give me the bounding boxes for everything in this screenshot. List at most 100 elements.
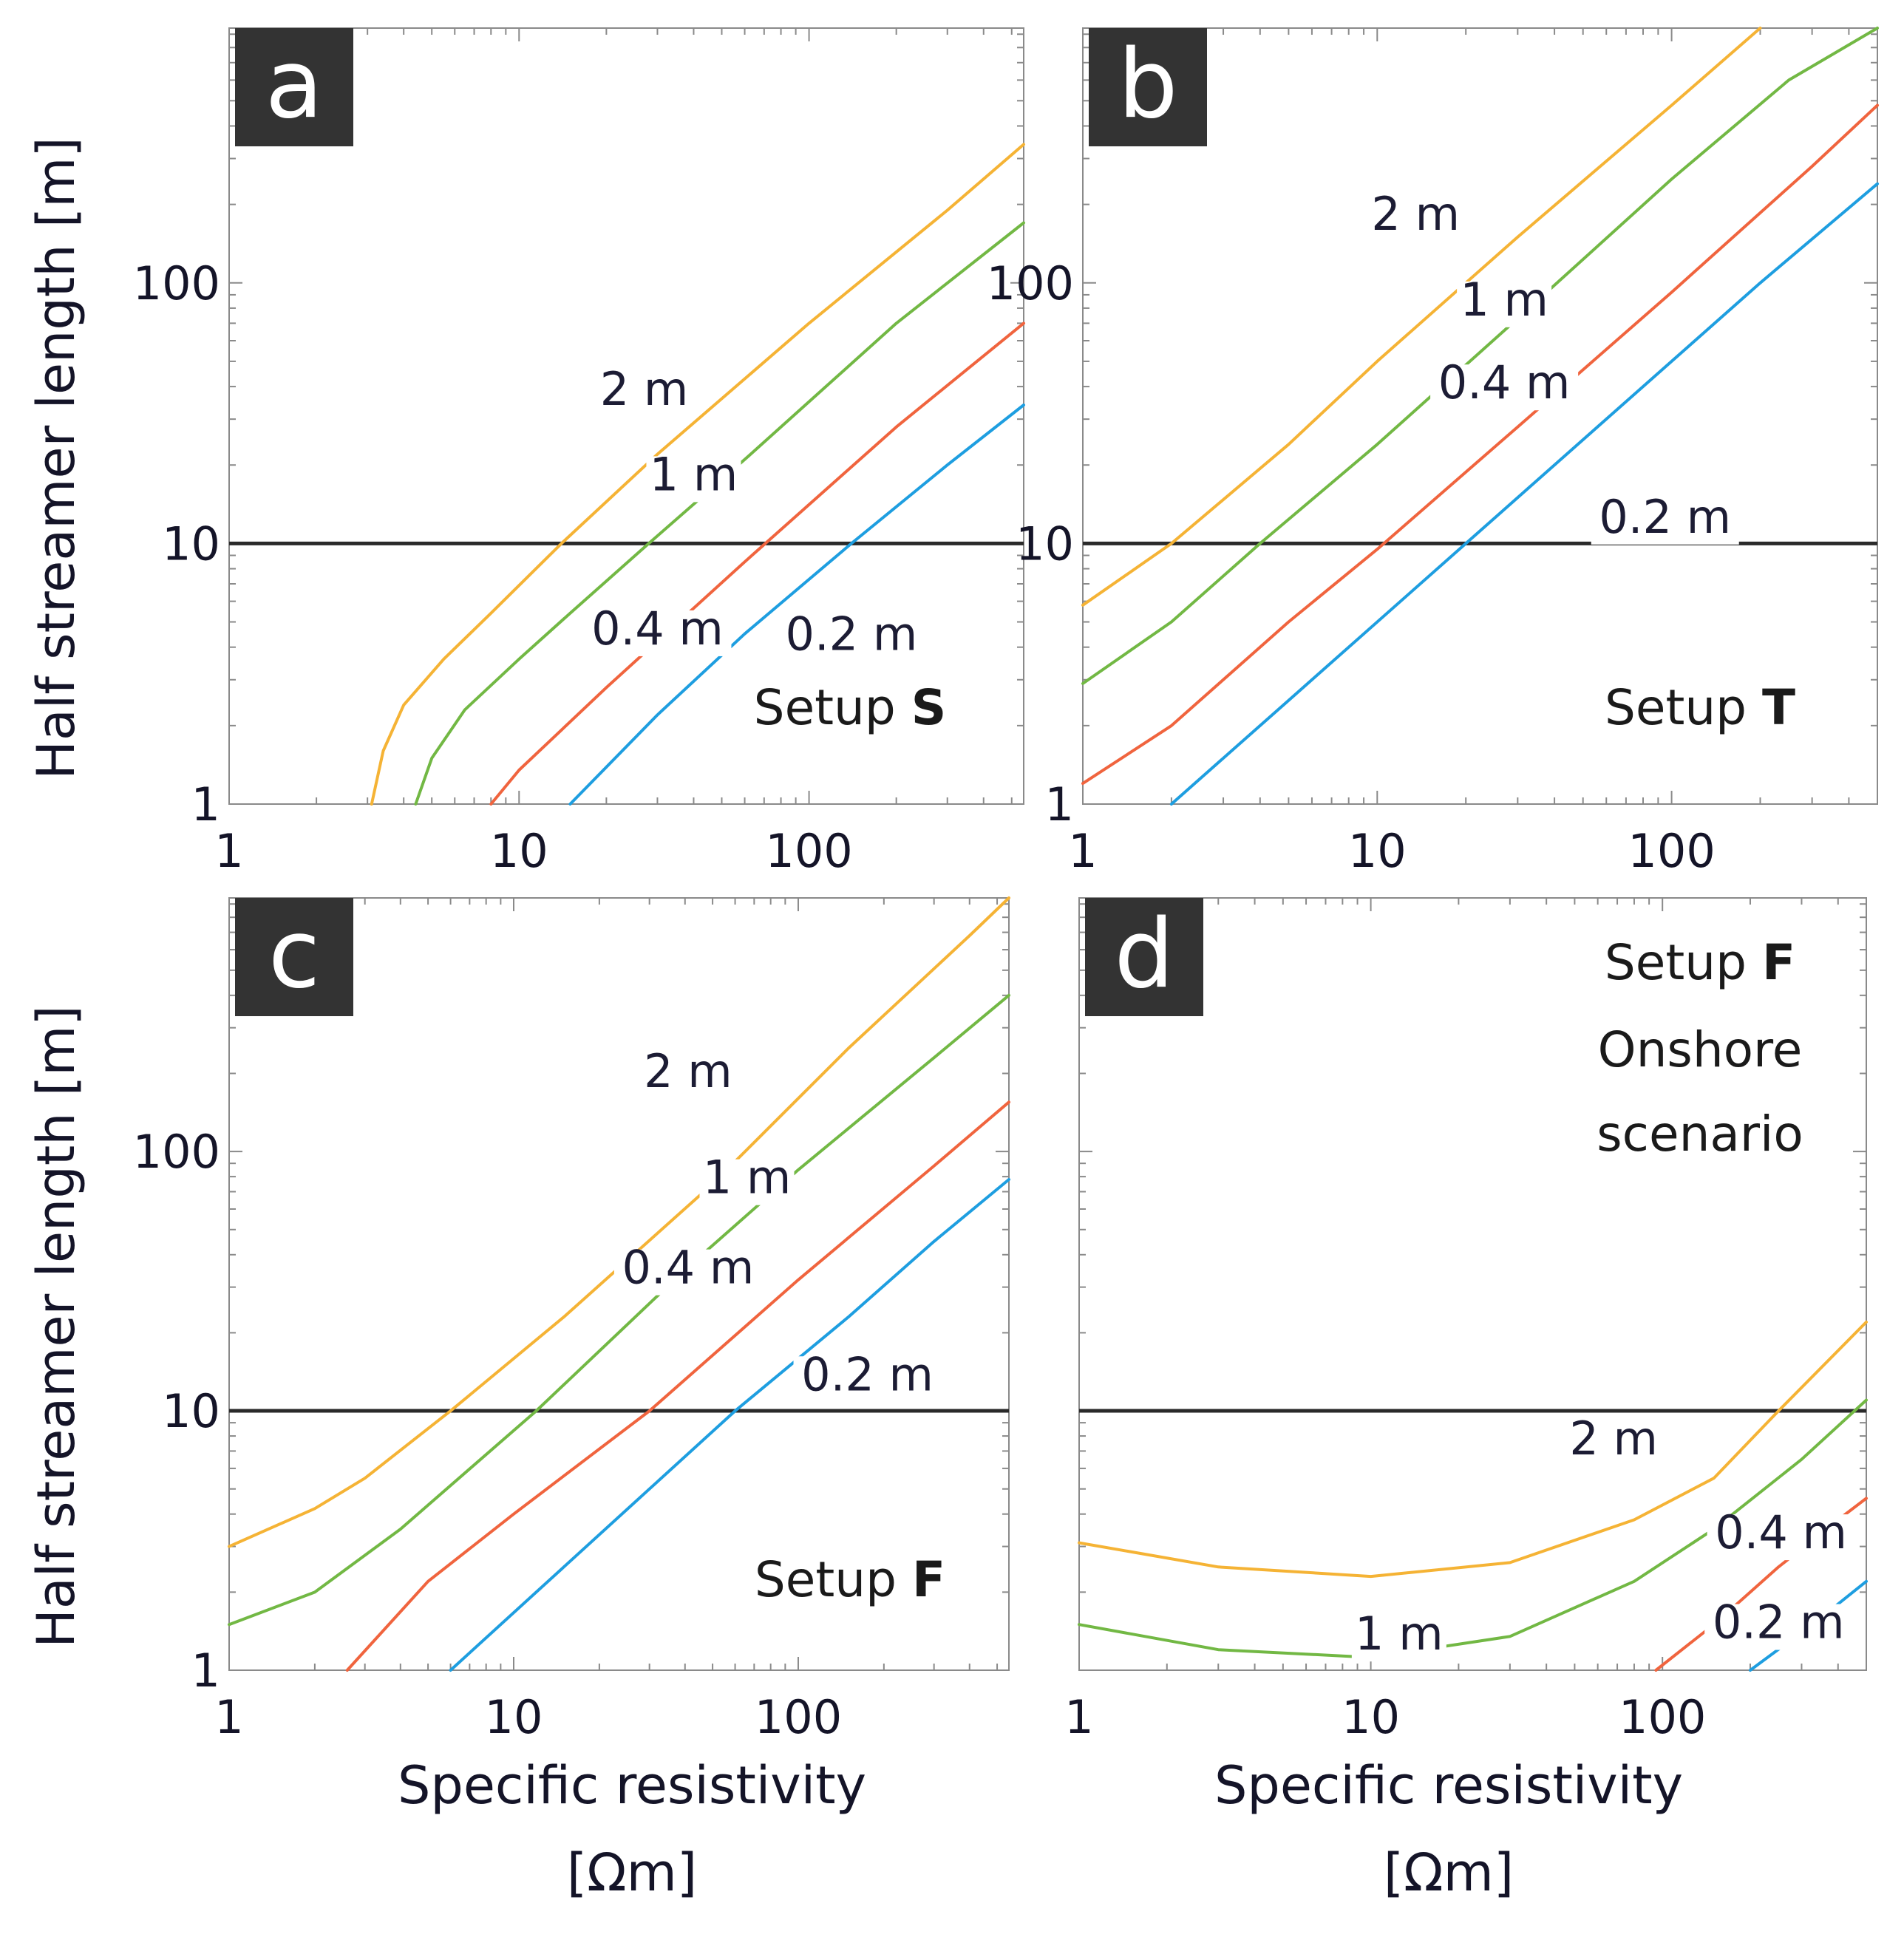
annotation-line3-d: scenario [1597,1106,1803,1162]
curve-c-04m [345,1100,1010,1672]
x-tick-label-a: 10 [490,824,548,878]
curve-c-2m [228,896,1010,1548]
curve-label-backing [777,616,925,662]
y-tick-label-c: 100 [133,1125,220,1179]
setup-word: Setup [1605,679,1747,736]
panel-letter-a: a [265,30,323,140]
y-axis-title-bottom: Half streamer length [m] [26,1005,86,1647]
y-tick-label-c: 10 [162,1384,220,1438]
x-axis-title-right-line1: Specific resistivity [1214,1755,1683,1816]
curve-c-1m [228,993,1010,1627]
y-tick-label-b: 100 [987,256,1074,310]
curve-label-c-02m: 0.2 m [801,1347,934,1401]
panel-d: 1 10 100 2 m 1 m 0.4 m 0.2 m d Setup F Onshore sce… [1064,897,1868,1744]
curve-d-04m [1654,1497,1868,1672]
x-axis-title-left-line2: [Ωm] [567,1842,697,1903]
curve-label-c-04m: 0.4 m [622,1241,755,1295]
x-tick-label-d: 10 [1342,1690,1400,1744]
curve-label-backing [1430,364,1579,411]
x-tick-label-b: 100 [1628,824,1715,878]
x-tick-label-d: 100 [1619,1690,1706,1744]
curve-label-a-02m: 0.2 m [786,607,918,661]
curve-a-2m [370,143,1025,806]
setup-space [897,1551,912,1608]
setup-space [896,679,911,736]
curve-label-backing [1591,498,1739,545]
curve-label-b-02m: 0.2 m [1599,490,1731,544]
setup-letter: F [1762,934,1795,991]
curve-d-1m [1078,1398,1868,1659]
curve-a-1m [414,221,1025,806]
x-tick-label-b: 10 [1348,824,1407,878]
curve-label-backing [793,1356,942,1403]
panel-badge-c [235,898,353,1016]
curve-label-d-2m: 2 m [1569,1412,1658,1465]
setup-word: Setup [755,1551,897,1608]
setup-space [1747,934,1762,991]
y-tick-label-b: 1 [1045,777,1074,831]
curve-label-backing [1457,281,1552,327]
y-tick-label-b: 10 [1016,517,1074,571]
curve-label-a-2m: 2 m [600,362,689,416]
y-tick-label-a: 1 [191,777,220,831]
setup-letter: F [912,1551,945,1608]
curve-label-backing [646,456,741,503]
y-tick-label-c: 1 [191,1644,220,1698]
x-tick-label-c: 10 [485,1690,543,1744]
curve-label-backing [1368,195,1463,242]
y-axis-title-top: Half streamer length [m] [26,137,86,779]
curve-label-backing [640,1053,735,1100]
panel-letter-c: c [268,899,320,1010]
setup-word: Setup [1605,934,1747,991]
x-tick-label-a: 1 [214,824,243,878]
curve-label-b-1m: 1 m [1460,273,1548,327]
curve-b-04m [1081,103,1879,786]
curve-label-backing [1704,1604,1853,1650]
x-tick-label-c: 100 [755,1690,842,1744]
curve-b-02m [1169,182,1879,806]
setup-annotation-d: Setup F [1605,934,1795,991]
setup-annotation-a: Setup S [754,679,947,736]
curve-a-02m [568,404,1025,806]
curve-label-b-04m: 0.4 m [1438,355,1571,409]
plot-frame-b [1082,27,1878,805]
panel-badge-a [235,28,353,146]
curve-label-c-2m: 2 m [644,1044,732,1098]
curve-c-02m [449,1178,1010,1672]
curve-label-backing [1566,1420,1662,1466]
x-axis-title-left-line1: Specific resistivity [398,1755,866,1816]
panel-badge-d [1085,898,1203,1016]
curve-b-2m [1081,27,1762,607]
curve-label-b-2m: 2 m [1371,187,1460,241]
panel-badge-b [1089,28,1207,146]
setup-word: Setup [754,679,896,736]
panel-c: 1 10 100 1 10 100 2 m 1 m 0.4 m 0.2 m c Setup F [133,896,1010,1744]
plot-frame-d [1078,897,1867,1671]
curve-label-backing [596,370,692,417]
curve-label-d-1m: 1 m [1355,1607,1444,1661]
curve-label-d-04m: 0.4 m [1715,1505,1847,1559]
curve-label-backing [699,1159,795,1205]
curve-label-d-02m: 0.2 m [1713,1596,1845,1650]
x-tick-label-a: 100 [765,824,852,878]
setup-annotation-c: Setup F [755,1551,945,1608]
curve-label-backing [1707,1514,1855,1561]
curve-label-c-1m: 1 m [703,1151,792,1205]
setup-space [1747,679,1762,736]
x-tick-label-d: 1 [1064,1690,1093,1744]
panel-a: 1 10 100 1 10 100 2 m 1 m 0.4 m 0.2 m a Setup S [133,27,1025,878]
curve-label-backing [1351,1616,1446,1662]
annotation-line2-d: Onshore [1598,1021,1803,1078]
curve-label-backing [613,1249,762,1296]
panel-letter-b: b [1118,30,1177,140]
curve-label-a-04m: 0.4 m [591,602,724,656]
y-tick-label-a: 100 [133,256,220,310]
plot-frame-a [228,27,1024,805]
setup-letter: T [1762,679,1795,736]
plot-frame-c [228,897,1010,1671]
curve-d-2m [1078,1320,1868,1579]
panel-b: 1 10 100 1 10 100 2 m1 m 0.4 m 0.2 m b Setup T [987,27,1879,878]
setup-letter: S [911,679,947,736]
y-tick-label-a: 10 [162,517,220,571]
